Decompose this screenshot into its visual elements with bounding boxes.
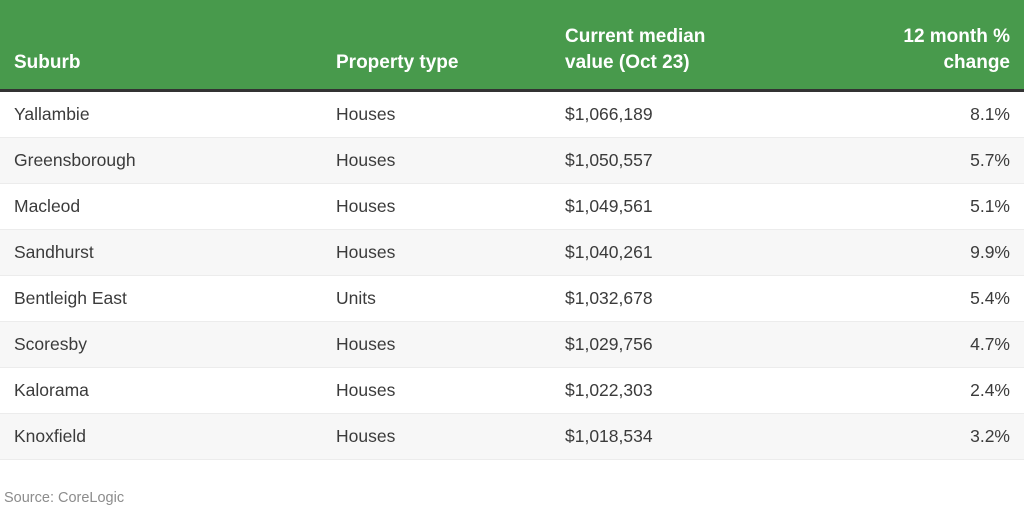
table-row: Sandhurst Houses $1,040,261 9.9% (0, 229, 1024, 276)
table-row: Bentleigh East Units $1,032,678 5.4% (0, 275, 1024, 322)
suburb-cell: Sandhurst (0, 229, 322, 276)
column-header-current-median-value: Current median value (Oct 23) (551, 0, 786, 92)
suburb-cell: Bentleigh East (0, 275, 322, 322)
column-header-suburb-label: Suburb (14, 51, 81, 73)
change-cell: 3.2% (786, 413, 1024, 460)
source-attribution: Source: CoreLogic (4, 489, 125, 506)
table-row: Greensborough Houses $1,050,557 5.7% (0, 137, 1024, 184)
suburb-cell: Kalorama (0, 367, 322, 414)
median-value-cell: $1,050,557 (551, 137, 786, 184)
change-cell: 8.1% (786, 90, 1024, 138)
median-value-cell: $1,066,189 (551, 90, 786, 138)
table-row: Knoxfield Houses $1,018,534 3.2% (0, 413, 1024, 460)
change-cell: 5.7% (786, 137, 1024, 184)
table-body: Yallambie Houses $1,066,189 8.1% Greensb… (0, 90, 1024, 460)
table-row: Scoresby Houses $1,029,756 4.7% (0, 321, 1024, 368)
median-value-cell: $1,049,561 (551, 183, 786, 230)
suburb-median-value-table-container: Suburb Property type Current median valu… (0, 0, 1024, 506)
suburb-cell: Macleod (0, 183, 322, 230)
property-type-cell: Houses (322, 367, 551, 414)
table-header-row: Suburb Property type Current median valu… (0, 0, 1024, 92)
table-row: Macleod Houses $1,049,561 5.1% (0, 183, 1024, 230)
table-row: Kalorama Houses $1,022,303 2.4% (0, 367, 1024, 414)
table-header: Suburb Property type Current median valu… (0, 0, 1024, 92)
median-value-cell: $1,040,261 (551, 229, 786, 276)
column-header-current-median-value-label: Current median value (Oct 23) (565, 26, 706, 73)
property-type-cell: Houses (322, 90, 551, 138)
suburb-cell: Scoresby (0, 321, 322, 368)
median-value-cell: $1,022,303 (551, 367, 786, 414)
column-header-12-month-change-label: 12 month % change (903, 26, 1010, 73)
column-header-suburb: Suburb (0, 0, 322, 92)
median-value-cell: $1,018,534 (551, 413, 786, 460)
change-cell: 2.4% (786, 367, 1024, 414)
suburb-cell: Knoxfield (0, 413, 322, 460)
median-value-cell: $1,032,678 (551, 275, 786, 322)
table-row: Yallambie Houses $1,066,189 8.1% (0, 90, 1024, 138)
column-header-12-month-change: 12 month % change (786, 0, 1024, 92)
property-type-cell: Houses (322, 137, 551, 184)
property-type-cell: Houses (322, 413, 551, 460)
change-cell: 4.7% (786, 321, 1024, 368)
property-type-cell: Houses (322, 183, 551, 230)
property-type-cell: Houses (322, 321, 551, 368)
suburb-cell: Yallambie (0, 90, 322, 138)
column-header-property-type: Property type (322, 0, 551, 92)
suburb-cell: Greensborough (0, 137, 322, 184)
change-cell: 5.1% (786, 183, 1024, 230)
property-type-cell: Units (322, 275, 551, 322)
suburb-median-value-table: Suburb Property type Current median valu… (0, 0, 1024, 460)
median-value-cell: $1,029,756 (551, 321, 786, 368)
change-cell: 5.4% (786, 275, 1024, 322)
column-header-property-type-label: Property type (336, 51, 459, 73)
property-type-cell: Houses (322, 229, 551, 276)
change-cell: 9.9% (786, 229, 1024, 276)
